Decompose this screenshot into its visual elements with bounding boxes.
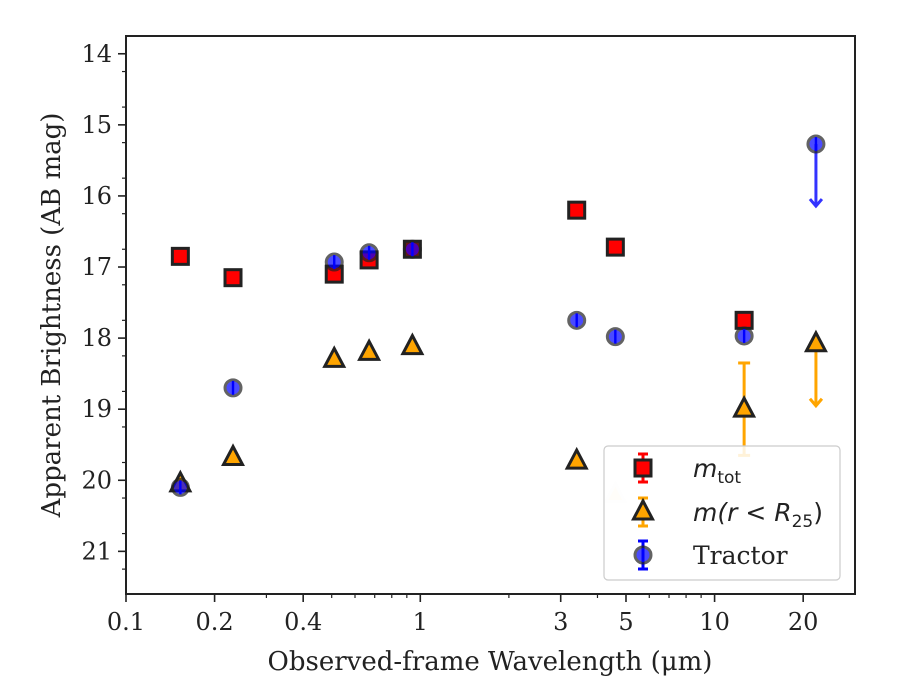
triangle-marker	[400, 332, 425, 356]
legend-item: m(r < R25)	[631, 496, 823, 532]
circle-marker	[806, 134, 826, 154]
x-tick-label: 10	[699, 608, 730, 636]
triangle-marker	[221, 443, 245, 467]
circle-marker	[170, 477, 190, 497]
tick-layer: 0.1 0.2 0.4 1 3 5 10 20 14 15 16 17 18 19 20 21	[81, 40, 818, 636]
x-tick-label: 5	[618, 608, 633, 636]
legend-label-tail: )	[813, 498, 823, 527]
x-tick-label: 0.2	[196, 608, 234, 636]
y-axis-label: Apparent Brightness (AB mag)	[37, 113, 67, 519]
circle-marker	[402, 239, 422, 259]
y-tick-label: 14	[81, 40, 112, 68]
circle-marker	[324, 252, 344, 272]
legend-label-subscript: 25	[792, 512, 814, 532]
x-tick-label: 20	[788, 608, 819, 636]
triangle-marker	[564, 446, 589, 470]
circle-marker	[223, 378, 243, 398]
upper-limit-arrowhead	[808, 397, 824, 409]
legend-label: mtot	[693, 454, 741, 488]
data-marks	[168, 134, 828, 503]
legend-label-subscript: tot	[717, 468, 741, 488]
y-tick-label: 19	[81, 395, 112, 423]
legend: mtot m(r < R25) Tractor	[603, 445, 841, 581]
legend-label: m(r < R25)	[693, 498, 823, 532]
circle-marker	[359, 243, 379, 263]
plot-frame	[125, 35, 856, 595]
legend-label: Tractor	[693, 541, 788, 570]
circle-marker	[567, 310, 587, 330]
y-tick-label: 21	[81, 537, 112, 565]
x-tick-label: 0.1	[107, 608, 145, 636]
triangle-marker	[322, 345, 347, 368]
y-tick-label: 17	[81, 253, 112, 281]
x-axis-label: Observed-frame Wavelength (μm)	[268, 647, 713, 677]
circle-marker	[734, 326, 754, 346]
legend-item: Tractor	[633, 539, 788, 571]
square-marker	[567, 200, 587, 220]
triangle-marker	[732, 394, 757, 418]
square-marker	[170, 246, 190, 266]
legend-label-main: m	[693, 454, 717, 483]
y-tick-label: 18	[81, 324, 112, 352]
y-tick-label: 16	[81, 182, 112, 210]
square-marker	[633, 458, 653, 478]
series-circle	[170, 134, 826, 497]
circle-marker	[605, 327, 625, 347]
y-tick-label: 15	[81, 111, 112, 139]
x-tick-label: 1	[413, 608, 428, 636]
legend-item: mtot	[633, 452, 741, 488]
upper-limit-arrowhead	[808, 198, 824, 209]
x-tick-label: 0.4	[284, 608, 322, 636]
square-marker	[734, 310, 754, 330]
y-tick-label: 20	[81, 466, 112, 494]
triangle-marker	[357, 338, 382, 361]
triangle-marker	[803, 329, 828, 353]
square-marker	[605, 237, 625, 257]
square-marker	[223, 268, 243, 288]
triangle-marker	[631, 497, 655, 521]
series-square	[170, 200, 754, 330]
legend-box	[603, 445, 841, 581]
x-tick-label: 3	[553, 608, 568, 636]
legend-label-main: m(r < R	[693, 498, 792, 527]
circle-marker	[633, 545, 653, 565]
